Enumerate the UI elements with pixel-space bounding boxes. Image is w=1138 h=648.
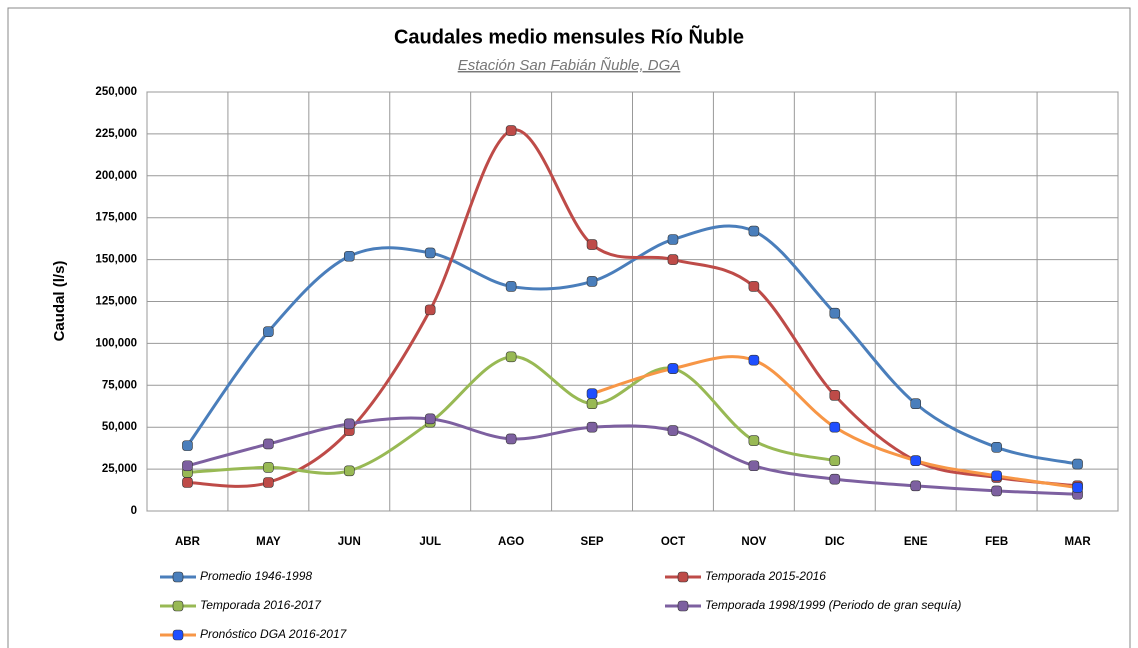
data-point xyxy=(910,480,922,492)
legend-label: Promedio 1946-1998 xyxy=(200,569,312,583)
data-point xyxy=(343,250,355,262)
y-tick-label: 100,000 xyxy=(95,337,137,349)
data-point xyxy=(182,440,193,451)
x-tick-label: JUL xyxy=(419,536,441,548)
legend-marker xyxy=(677,600,689,612)
x-tick-label: ENE xyxy=(904,536,928,548)
data-point xyxy=(182,460,193,472)
data-point xyxy=(505,125,517,136)
data-point xyxy=(263,477,274,488)
data-point xyxy=(991,442,1002,453)
data-point xyxy=(586,421,598,433)
data-point xyxy=(1072,458,1083,470)
x-tick-label: AGO xyxy=(498,536,524,548)
data-point xyxy=(829,455,841,467)
data-point xyxy=(263,438,274,450)
legend-marker xyxy=(677,571,689,583)
y-tick-label: 225,000 xyxy=(95,128,137,140)
data-point xyxy=(748,281,760,292)
data-point xyxy=(748,435,760,446)
data-point xyxy=(748,225,760,237)
data-point xyxy=(343,465,355,477)
data-point xyxy=(263,462,274,473)
x-tick-label: SEP xyxy=(581,536,604,548)
x-tick-label: MAY xyxy=(256,536,281,548)
y-tick-label: 0 xyxy=(131,505,137,517)
legend-marker xyxy=(172,629,184,641)
data-point xyxy=(505,351,517,363)
data-point xyxy=(748,460,760,472)
legend-label: Pronóstico DGA 2016-2017 xyxy=(200,627,348,641)
y-tick-label: 175,000 xyxy=(95,212,137,224)
y-tick-label: 125,000 xyxy=(95,296,137,308)
x-tick-label: MAR xyxy=(1064,536,1091,548)
x-tick-label: NOV xyxy=(741,536,766,548)
data-point xyxy=(586,388,598,399)
y-tick-label: 200,000 xyxy=(95,170,137,182)
data-point xyxy=(182,477,193,488)
y-tick-label: 150,000 xyxy=(95,254,137,266)
data-point xyxy=(829,473,841,485)
data-point xyxy=(829,307,841,319)
data-point xyxy=(748,354,760,366)
data-point xyxy=(343,418,355,430)
y-axis-label: Caudal (l/s) xyxy=(51,261,68,342)
data-point xyxy=(263,326,274,337)
y-tick-label: 75,000 xyxy=(102,379,137,391)
data-point xyxy=(586,239,598,250)
x-tick-label: JUN xyxy=(338,536,361,548)
legend-marker xyxy=(172,600,184,612)
data-point xyxy=(667,234,679,245)
data-point xyxy=(424,413,436,425)
y-tick-label: 250,000 xyxy=(95,86,137,98)
legend-marker xyxy=(172,571,184,583)
data-point xyxy=(667,363,679,374)
data-point xyxy=(829,421,841,433)
chart-subtitle: Estación San Fabián Ñuble, DGA xyxy=(458,57,681,74)
data-point xyxy=(667,425,679,436)
data-point xyxy=(424,247,436,259)
data-point xyxy=(586,276,598,287)
data-point xyxy=(1072,482,1083,493)
data-point xyxy=(910,455,922,467)
legend-label: Temporada 2016-2017 xyxy=(200,598,322,612)
data-point xyxy=(505,433,517,445)
data-point xyxy=(667,254,679,265)
data-point xyxy=(991,485,1002,497)
x-tick-label: DIC xyxy=(825,536,845,548)
data-point xyxy=(991,470,1002,482)
legend-label: Temporada 2015-2016 xyxy=(705,569,826,583)
data-point xyxy=(829,390,841,401)
y-tick-label: 25,000 xyxy=(102,463,137,475)
legend-label: Temporada 1998/1999 (Periodo de gran seq… xyxy=(705,598,961,612)
x-tick-label: ABR xyxy=(175,536,201,548)
data-point xyxy=(910,398,922,410)
data-point xyxy=(586,398,598,410)
x-tick-label: OCT xyxy=(661,536,685,548)
chart-title: Caudales medio mensules Río Ñuble xyxy=(394,25,744,48)
data-point xyxy=(505,281,517,292)
data-point xyxy=(424,304,436,316)
x-tick-label: FEB xyxy=(985,536,1008,548)
y-tick-label: 50,000 xyxy=(102,421,137,433)
